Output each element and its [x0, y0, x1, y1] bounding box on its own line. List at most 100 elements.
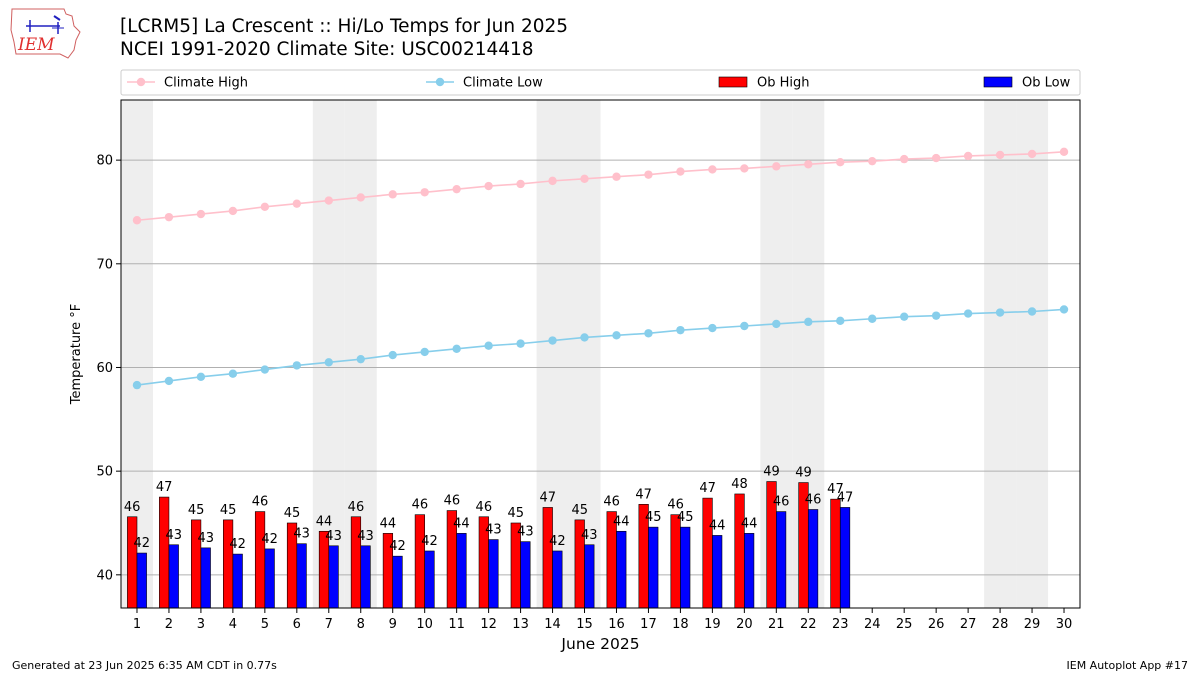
bar — [542, 507, 553, 609]
bar — [776, 511, 787, 609]
bar — [807, 509, 819, 609]
climate-point — [228, 206, 238, 216]
x-tick-label: 24 — [864, 617, 881, 632]
x-tick-label: 15 — [576, 617, 593, 632]
data-label: 45 — [508, 506, 525, 521]
data-label: 47 — [827, 482, 844, 497]
x-tick-label: 17 — [640, 617, 657, 632]
x-tick-label: 19 — [704, 617, 721, 632]
climate-point — [484, 341, 493, 350]
climate-point — [612, 331, 621, 340]
bar — [159, 496, 170, 609]
x-tick-label: 2 — [165, 617, 173, 632]
bar — [360, 545, 371, 609]
data-label: 47 — [539, 490, 556, 505]
bar — [168, 544, 179, 609]
climate-point — [516, 179, 525, 189]
climate-point — [580, 174, 589, 183]
x-tick-label: 16 — [608, 617, 625, 632]
climate-point — [1059, 305, 1069, 314]
data-label: 44 — [709, 518, 726, 533]
x-tick-label: 5 — [261, 617, 269, 632]
data-label: 47 — [837, 490, 854, 505]
climate-point — [292, 199, 302, 208]
x-tick-label: 8 — [357, 617, 365, 632]
climate-point — [644, 170, 653, 179]
series-line — [136, 151, 1065, 222]
climate-point — [164, 212, 174, 222]
climate-point — [772, 319, 781, 329]
legend-bar-swatch — [718, 76, 748, 88]
data-label: 44 — [316, 514, 333, 529]
climate-point — [324, 196, 333, 205]
legend-bar-swatch — [983, 76, 1013, 88]
bar — [488, 539, 499, 609]
climate-point — [899, 312, 909, 321]
logo-text: IEM — [17, 35, 55, 55]
data-label: 42 — [134, 536, 151, 551]
climate-point — [356, 193, 365, 202]
x-tick-label: 26 — [928, 617, 945, 632]
data-label: 43 — [485, 523, 502, 538]
climate-point — [995, 308, 1005, 317]
bar — [712, 535, 723, 609]
bar — [584, 544, 595, 609]
data-label: 42 — [261, 532, 278, 547]
weekend-shade — [312, 100, 345, 608]
climate-point — [260, 365, 270, 374]
climate-point — [452, 184, 461, 194]
data-label: 46 — [412, 498, 429, 513]
climate-point — [676, 325, 685, 335]
climate-point — [740, 321, 749, 331]
iem-logo: IEM — [10, 8, 81, 59]
data-label: 46 — [603, 495, 620, 510]
x-tick-label: 30 — [1056, 617, 1073, 632]
data-label: 45 — [188, 503, 205, 518]
climate-point — [196, 372, 206, 382]
y-tick-label: 80 — [96, 154, 113, 169]
data-label: 47 — [635, 487, 652, 502]
x-tick-label: 6 — [293, 617, 301, 632]
bar — [222, 519, 234, 609]
y-tick-label: 70 — [96, 257, 113, 272]
bar — [264, 548, 275, 609]
climate-point — [196, 209, 206, 219]
climate-point — [420, 188, 429, 197]
x-tick-label: 23 — [832, 617, 849, 632]
data-label: 46 — [476, 500, 493, 515]
x-tick-label: 1 — [133, 617, 141, 632]
weekend-shade — [984, 100, 1017, 608]
climate-point — [548, 176, 557, 186]
climate-point — [580, 333, 589, 342]
data-label: 45 — [284, 506, 301, 521]
data-label: 45 — [645, 510, 662, 525]
bar — [328, 545, 339, 609]
climate-point — [931, 311, 941, 320]
x-tick-label: 18 — [672, 617, 689, 632]
data-label: 46 — [444, 494, 461, 509]
climate-point — [1059, 147, 1069, 157]
x-tick-label: 28 — [992, 617, 1009, 632]
data-label: 45 — [677, 510, 694, 525]
x-tick-label: 20 — [736, 617, 753, 632]
bar — [670, 514, 681, 609]
chart-title: [LCRM5] La Crescent :: Hi/Lo Temps for J… — [120, 16, 569, 37]
data-label: 47 — [699, 481, 716, 496]
data-label: 43 — [197, 531, 214, 546]
bar — [648, 526, 659, 609]
climate-point — [931, 153, 941, 163]
bar — [136, 552, 147, 609]
data-label: 43 — [165, 528, 182, 543]
data-label: 44 — [613, 514, 630, 529]
bar — [200, 547, 211, 609]
data-label: 44 — [741, 516, 758, 531]
bar — [552, 550, 563, 609]
x-tick-label: 9 — [389, 617, 397, 632]
data-label: 43 — [357, 529, 374, 544]
data-label: 43 — [325, 529, 342, 544]
bar — [254, 511, 266, 609]
climate-point — [388, 350, 397, 360]
legend-label: Climate Low — [463, 76, 543, 91]
climate-point — [132, 380, 142, 390]
bar — [414, 514, 425, 609]
